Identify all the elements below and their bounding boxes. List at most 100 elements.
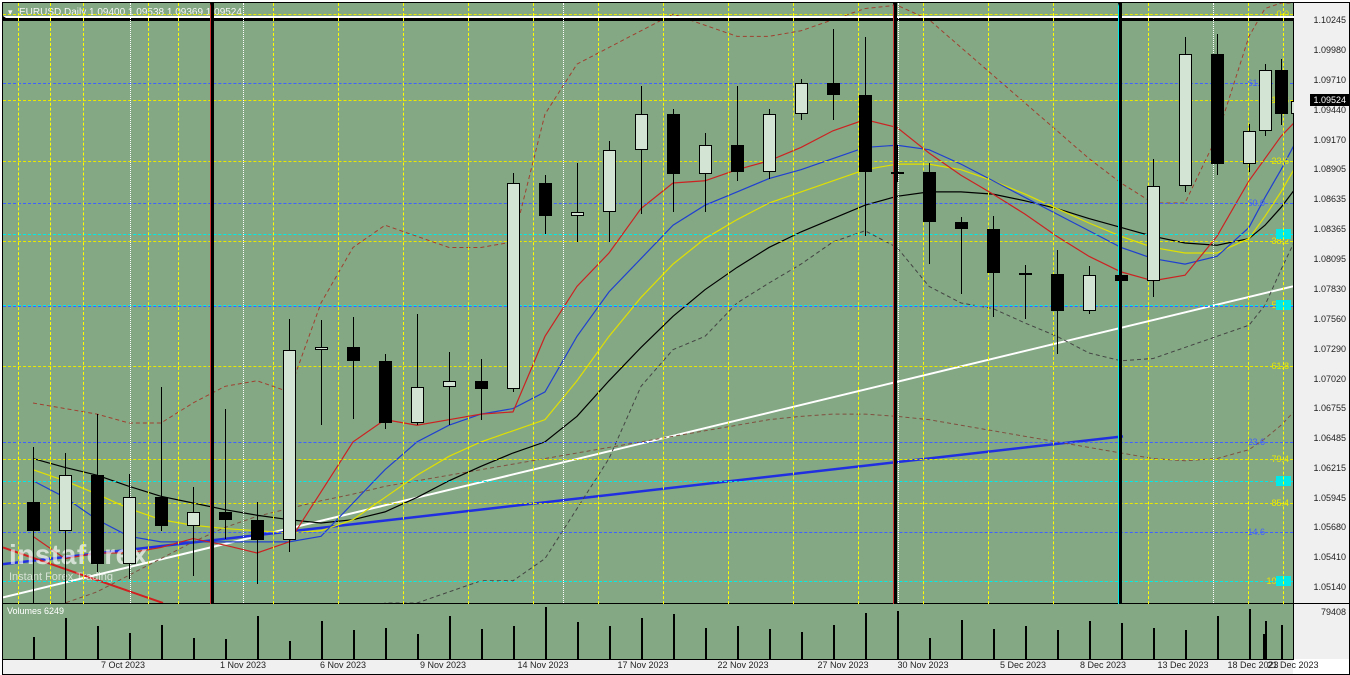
date-tick: 9 Nov 2023: [420, 660, 466, 670]
vertical-line: [50, 3, 51, 659]
date-tick: 27 Nov 2023: [817, 660, 868, 670]
candle-body[interactable]: [539, 183, 552, 216]
candle-body[interactable]: [411, 387, 424, 423]
date-tick: 21 Dec 2023: [1267, 660, 1318, 670]
candle-body[interactable]: [571, 212, 584, 216]
main-chart-area[interactable]: ▾ EURUSD,Daily 1.09400 1.09538 1.09369 1…: [3, 3, 1294, 604]
candle-body[interactable]: [475, 381, 488, 389]
volume-bar: [129, 633, 131, 659]
vertical-line: [1248, 3, 1249, 659]
candle-body[interactable]: [1051, 274, 1064, 311]
volume-bar: [801, 632, 803, 659]
candle-body[interactable]: [1115, 275, 1128, 281]
volume-bar: [1185, 630, 1187, 659]
volume-bar: [257, 616, 259, 659]
candle-body[interactable]: [635, 114, 648, 150]
candle-body[interactable]: [923, 172, 936, 222]
volume-pane[interactable]: Volumes 6249: [3, 604, 1294, 660]
volume-bar: [897, 611, 899, 659]
date-tick: 13 Dec 2023: [1157, 660, 1208, 670]
volume-bar: [97, 626, 99, 659]
vertical-line: [663, 3, 664, 659]
price-tick: 1.09980: [1313, 45, 1346, 55]
vertical-line: [1053, 3, 1054, 659]
candle-body[interactable]: [1275, 70, 1288, 114]
candle-body[interactable]: [155, 497, 168, 526]
horizontal-level: [3, 161, 1293, 162]
horizontal-level: [3, 306, 1293, 307]
candle-body[interactable]: [987, 229, 1000, 273]
volume-bar: [1057, 630, 1059, 659]
candle-body[interactable]: [891, 172, 904, 174]
candle-body[interactable]: [27, 502, 40, 531]
vertical-line: [243, 3, 244, 659]
fib-label: 85.4: [1271, 498, 1289, 508]
price-tick: 1.10245: [1313, 15, 1346, 25]
candle-wick: [577, 163, 578, 242]
volume-bar: [961, 620, 963, 659]
volume-bar: [993, 629, 995, 659]
price-tick: 1.07560: [1313, 314, 1346, 324]
volume-bar: [225, 639, 227, 659]
volume-bar: [577, 622, 579, 659]
candle-body[interactable]: [187, 512, 200, 526]
candle-body[interactable]: [603, 150, 616, 212]
fib-label: 79.4: [1271, 454, 1289, 464]
volume-bar: [609, 626, 611, 659]
candle-body[interactable]: [859, 95, 872, 172]
volume-bar: [449, 616, 451, 659]
horizontal-level: [3, 241, 1293, 242]
candle-body[interactable]: [379, 361, 392, 423]
horizontal-level: [3, 14, 1293, 15]
horizontal-level: [3, 305, 1293, 306]
vertical-line: [403, 3, 404, 659]
date-axis: 7 Oct 20231 Nov 20236 Nov 20239 Nov 2023…: [3, 660, 1293, 674]
price-tick: 1.07830: [1313, 284, 1346, 294]
candle-body[interactable]: [731, 145, 744, 172]
volume-bar: [673, 614, 675, 659]
candle-body[interactable]: [667, 114, 680, 174]
candle-body[interactable]: [251, 520, 264, 540]
candle-body[interactable]: [955, 222, 968, 229]
candle-body[interactable]: [1019, 273, 1032, 275]
horizontal-level: [3, 100, 1293, 101]
volume-bar: [1025, 626, 1027, 659]
candle-body[interactable]: [507, 183, 520, 389]
vol-axis-tick: 79408: [1321, 607, 1346, 617]
vertical-line: [988, 3, 989, 659]
candle-body[interactable]: [699, 145, 712, 174]
candle-wick: [353, 317, 354, 418]
candle-body[interactable]: [1211, 54, 1224, 164]
candle-body[interactable]: [283, 350, 296, 540]
candle-body[interactable]: [827, 83, 840, 95]
vertical-line: [83, 3, 84, 659]
volume-bar: [1121, 623, 1123, 659]
date-tick: 17 Nov 2023: [617, 660, 668, 670]
fib-label: 61.8: [1271, 361, 1289, 371]
candle-body[interactable]: [315, 347, 328, 349]
volume-bar: [1263, 634, 1265, 659]
candle-body[interactable]: [795, 83, 808, 114]
candle-body[interactable]: [347, 347, 360, 360]
fib-label: 23.6: [1247, 437, 1265, 447]
candle-body[interactable]: [763, 114, 776, 172]
date-tick: 6 Nov 2023: [320, 660, 366, 670]
candle-body[interactable]: [123, 497, 136, 564]
candle-body[interactable]: [443, 381, 456, 388]
date-tick: 1 Nov 2023: [220, 660, 266, 670]
volume-bar: [833, 625, 835, 659]
candle-body[interactable]: [1147, 186, 1160, 280]
candle-body[interactable]: [219, 512, 232, 520]
price-tick: 1.07020: [1313, 374, 1346, 384]
candle-body[interactable]: [59, 475, 72, 531]
candle-body[interactable]: [1083, 275, 1096, 311]
vertical-line: [1148, 3, 1149, 659]
candle-body[interactable]: [1259, 70, 1272, 131]
horizontal-level: [3, 83, 1293, 84]
candle-body[interactable]: [91, 475, 104, 564]
volume-bar: [385, 628, 387, 660]
candle-body[interactable]: [1243, 131, 1256, 164]
candle-body[interactable]: [1179, 54, 1192, 186]
date-tick: 22 Nov 2023: [717, 660, 768, 670]
candle-wick: [641, 86, 642, 214]
